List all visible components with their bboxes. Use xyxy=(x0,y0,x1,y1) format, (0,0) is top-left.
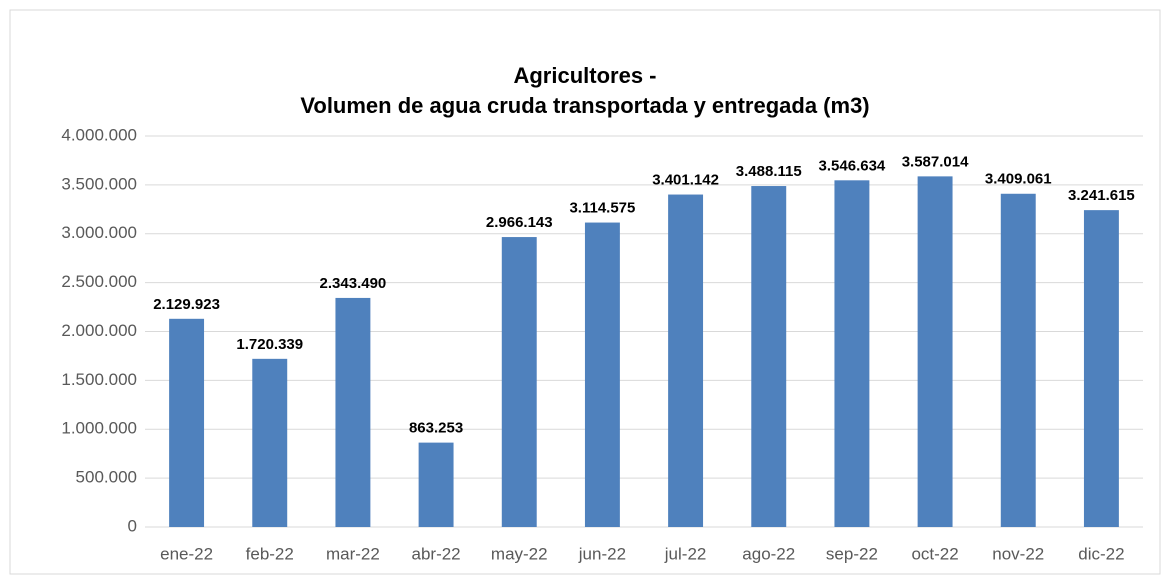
bar xyxy=(1000,193,1036,527)
x-tick-label: sep-22 xyxy=(826,544,878,563)
bar xyxy=(751,186,787,528)
x-tick-label: dic-22 xyxy=(1078,544,1124,563)
data-label: 3.488.115 xyxy=(736,163,802,180)
x-tick-label: abr-22 xyxy=(412,544,461,563)
data-label: 2.343.490 xyxy=(320,275,387,292)
bar xyxy=(917,176,953,527)
y-tick-label: 2.000.000 xyxy=(61,321,137,340)
y-tick-label: 500.000 xyxy=(76,468,137,487)
data-label: 2.129.923 xyxy=(153,296,220,313)
data-label: 3.409.061 xyxy=(985,171,1052,188)
y-tick-label: 2.500.000 xyxy=(61,272,137,291)
bar xyxy=(501,237,537,528)
x-tick-label: nov-22 xyxy=(992,544,1044,563)
x-tick-label: feb-22 xyxy=(246,544,294,563)
bar xyxy=(1083,210,1119,527)
data-label: 3.587.014 xyxy=(902,153,969,170)
bar xyxy=(335,297,371,527)
x-tick-label: may-22 xyxy=(491,544,548,563)
bar xyxy=(668,194,704,527)
y-tick-label: 1.500.000 xyxy=(61,370,137,389)
data-label: 1.720.339 xyxy=(236,336,303,353)
data-label: 2.966.143 xyxy=(486,214,553,231)
x-tick-label: ago-22 xyxy=(742,544,795,563)
y-tick-label: 3.000.000 xyxy=(61,223,137,242)
chart-title: Agricultores - xyxy=(513,63,656,88)
data-label: 863.253 xyxy=(409,420,463,437)
data-label: 3.114.575 xyxy=(569,200,635,217)
x-tick-label: ene-22 xyxy=(160,544,213,563)
bar xyxy=(252,358,288,527)
y-tick-label: 0 xyxy=(128,516,137,535)
x-tick-label: jun-22 xyxy=(578,544,626,563)
data-label: 3.401.142 xyxy=(652,172,719,189)
x-tick-label: mar-22 xyxy=(326,544,380,563)
data-label: 3.241.615 xyxy=(1068,187,1135,204)
x-tick-label: jul-22 xyxy=(664,544,707,563)
y-tick-label: 1.000.000 xyxy=(61,419,137,438)
bar xyxy=(169,318,205,527)
bar xyxy=(834,180,870,527)
chart-title: Volumen de agua cruda transportada y ent… xyxy=(300,93,869,118)
data-label: 3.546.634 xyxy=(819,157,886,174)
y-tick-label: 4.000.000 xyxy=(61,125,137,144)
bar xyxy=(584,222,620,527)
x-tick-label: oct-22 xyxy=(911,544,958,563)
bar xyxy=(418,442,454,527)
y-tick-label: 3.500.000 xyxy=(61,174,137,193)
